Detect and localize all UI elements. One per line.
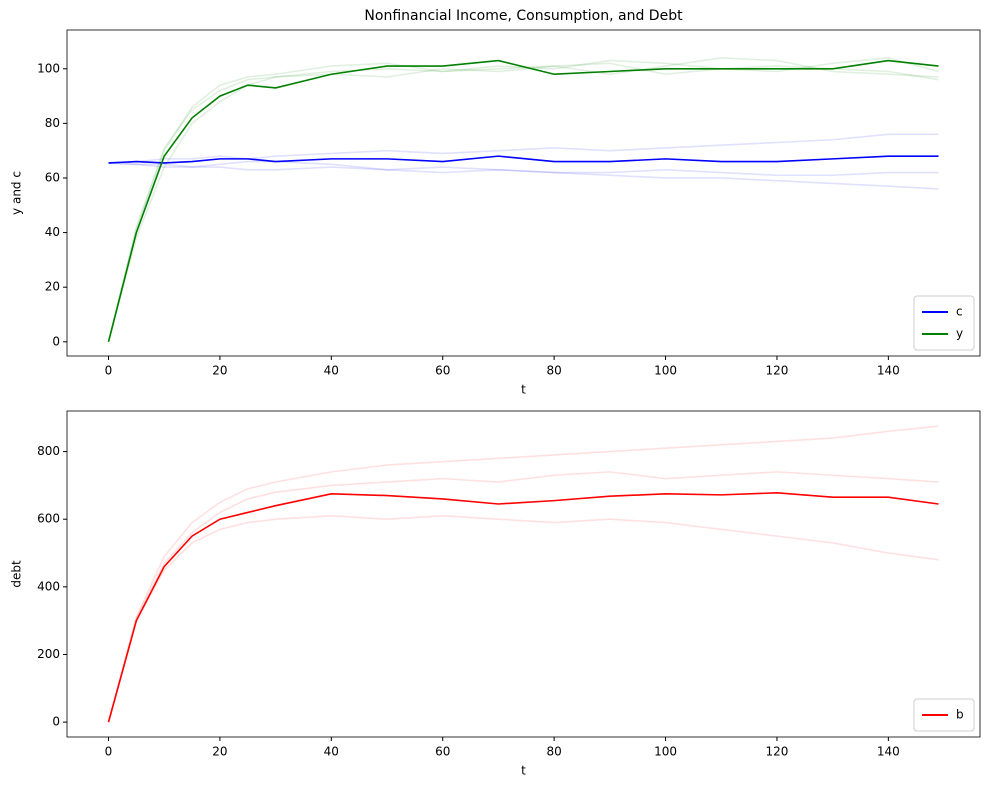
- y-tick-label: 60: [45, 170, 60, 184]
- x-tick-label: 40: [324, 364, 339, 378]
- y-tick-label: 0: [52, 334, 60, 348]
- legend-box: [913, 295, 975, 351]
- series-line: [107, 57, 939, 342]
- series-line: [107, 425, 939, 723]
- series-line: [107, 471, 939, 723]
- y-tick-label: 400: [37, 579, 60, 593]
- x-tick-label: 120: [766, 364, 789, 378]
- y-tick-label: 80: [45, 116, 60, 130]
- x-tick-label: 140: [877, 745, 900, 759]
- x-tick-label: 0: [105, 745, 113, 759]
- x-tick-label: 20: [212, 745, 227, 759]
- series-line: [107, 492, 939, 723]
- x-tick-label: 140: [877, 364, 900, 378]
- series-line: [107, 515, 939, 723]
- y-tick-label: 20: [45, 280, 60, 294]
- x-tick-label: 0: [105, 364, 113, 378]
- series-line: [108, 133, 939, 164]
- y-tick-label: 200: [37, 647, 60, 661]
- x-tick-label: 60: [435, 745, 450, 759]
- x-tick-label: 40: [324, 745, 339, 759]
- series-line: [107, 62, 939, 343]
- chart-title: Nonfinancial Income, Consumption, and De…: [364, 8, 683, 24]
- series-line: [108, 160, 939, 190]
- x-tick-label: 20: [212, 364, 227, 378]
- x-tick-label: 60: [435, 364, 450, 378]
- y-tick-label: 800: [37, 444, 60, 458]
- series-line: [107, 57, 939, 342]
- series-line: [107, 59, 939, 342]
- x-tick-label: 120: [766, 745, 789, 759]
- x-tick-label: 100: [654, 364, 677, 378]
- legend: cy: [913, 295, 975, 351]
- legend: b: [913, 698, 975, 732]
- y-axis-label: y and c: [10, 171, 24, 215]
- plot-frame: [66, 29, 981, 357]
- y-axis-label: debt: [10, 560, 24, 588]
- x-axis-label: t: [521, 383, 526, 397]
- series-line: [108, 162, 939, 177]
- series-line: [108, 155, 939, 164]
- y-tick-label: 100: [37, 61, 60, 75]
- legend-label: y: [956, 327, 963, 341]
- x-tick-label: 100: [654, 745, 677, 759]
- y-tick-label: 600: [37, 512, 60, 526]
- x-axis-label: t: [521, 764, 526, 778]
- y-tick-label: 0: [52, 715, 60, 729]
- legend-label: c: [956, 305, 963, 319]
- plot-frame: [66, 410, 981, 738]
- x-tick-label: 80: [546, 745, 561, 759]
- y-tick-label: 40: [45, 225, 60, 239]
- legend-label: b: [956, 708, 964, 722]
- x-tick-label: 80: [546, 364, 561, 378]
